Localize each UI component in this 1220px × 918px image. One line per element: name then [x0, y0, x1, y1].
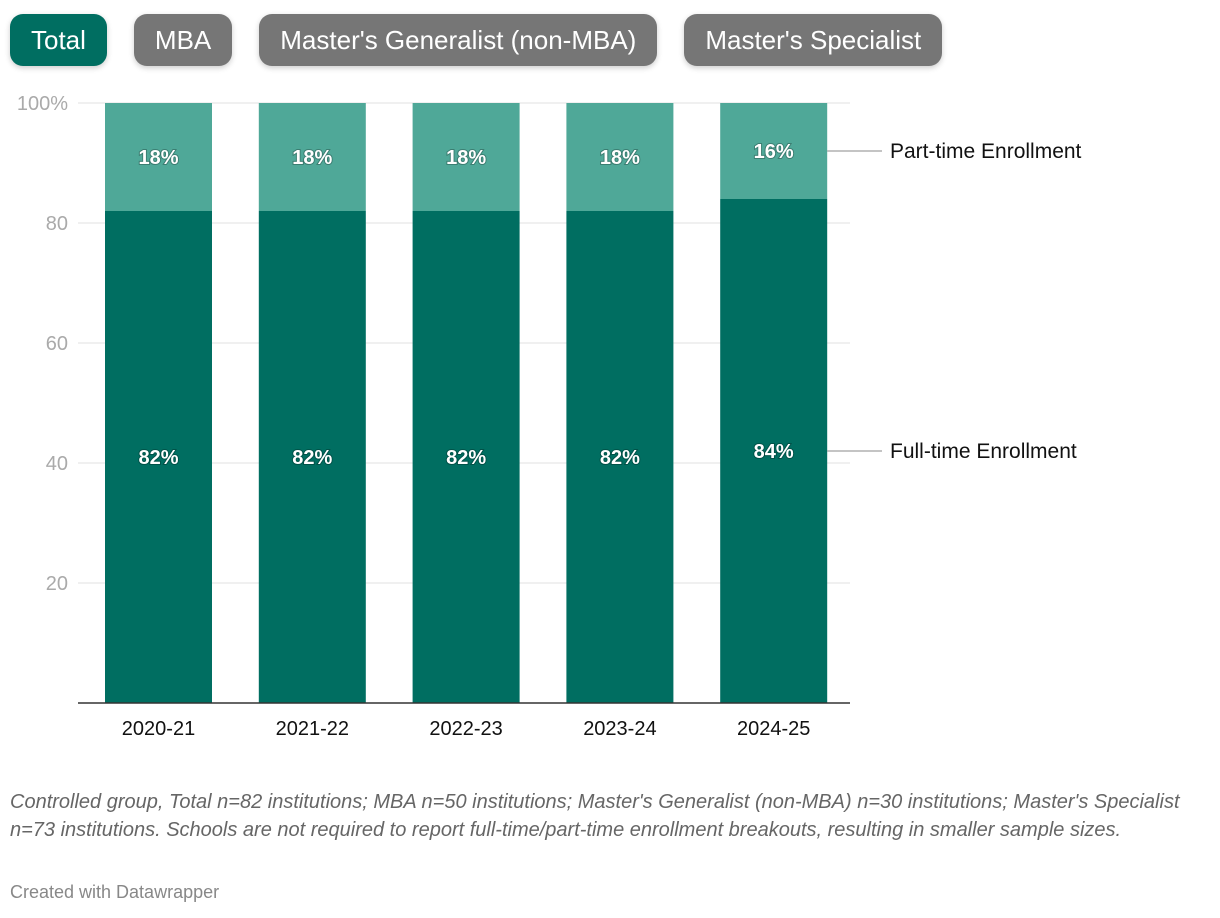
x-tick-label: 2020-21: [122, 718, 195, 740]
x-tick-label: 2023-24: [583, 718, 656, 740]
value-label: 84%: [754, 441, 794, 463]
tab-total[interactable]: Total: [10, 14, 107, 66]
y-tick-label: 100%: [17, 93, 68, 115]
x-tick-label: 2021-22: [276, 718, 349, 740]
bar-segment: [258, 103, 366, 211]
value-label: 18%: [138, 147, 178, 169]
bar-segment: [720, 103, 828, 199]
value-label: 16%: [754, 141, 794, 163]
tab-masters-generalist[interactable]: Master's Generalist (non-MBA): [259, 14, 658, 66]
bar-segment: [566, 103, 674, 211]
chart-notes: Controlled group, Total n=82 institution…: [10, 791, 1180, 841]
value-label: 82%: [600, 447, 640, 469]
series-label: Full-time Enrollment: [890, 440, 1077, 463]
y-tick-label: 40: [46, 453, 68, 475]
tab-mba[interactable]: MBA: [133, 14, 233, 66]
x-tick-label: 2024-25: [737, 718, 810, 740]
value-label: 82%: [292, 447, 332, 469]
stacked-bar-chart: 100% 80 60 40 20 82% 18% 2020-21 82% 18% 2021-22 82…: [17, 93, 1082, 740]
bar-segment: [412, 211, 520, 703]
value-label: 18%: [292, 147, 332, 169]
bar-segment: [105, 211, 212, 703]
filter-tabs: Total MBA Master's Generalist (non-MBA) …: [10, 14, 943, 66]
y-tick-label: 20: [46, 573, 68, 595]
bar-segment: [720, 199, 828, 703]
bar-segment: [566, 211, 674, 703]
value-label: 18%: [446, 147, 486, 169]
bar-segment: [105, 103, 212, 211]
bar-segment: [412, 103, 520, 211]
series-label: Part-time Enrollment: [890, 140, 1082, 163]
value-label: 82%: [138, 447, 178, 469]
value-label: 18%: [600, 147, 640, 169]
bar-segment: [258, 211, 366, 703]
y-tick-label: 80: [46, 213, 68, 235]
x-tick-label: 2022-23: [429, 718, 502, 740]
tab-masters-specialist[interactable]: Master's Specialist: [684, 14, 943, 66]
value-label: 82%: [446, 447, 486, 469]
credit[interactable]: Created with Datawrapper: [10, 882, 220, 902]
y-tick-label: 60: [46, 333, 68, 355]
